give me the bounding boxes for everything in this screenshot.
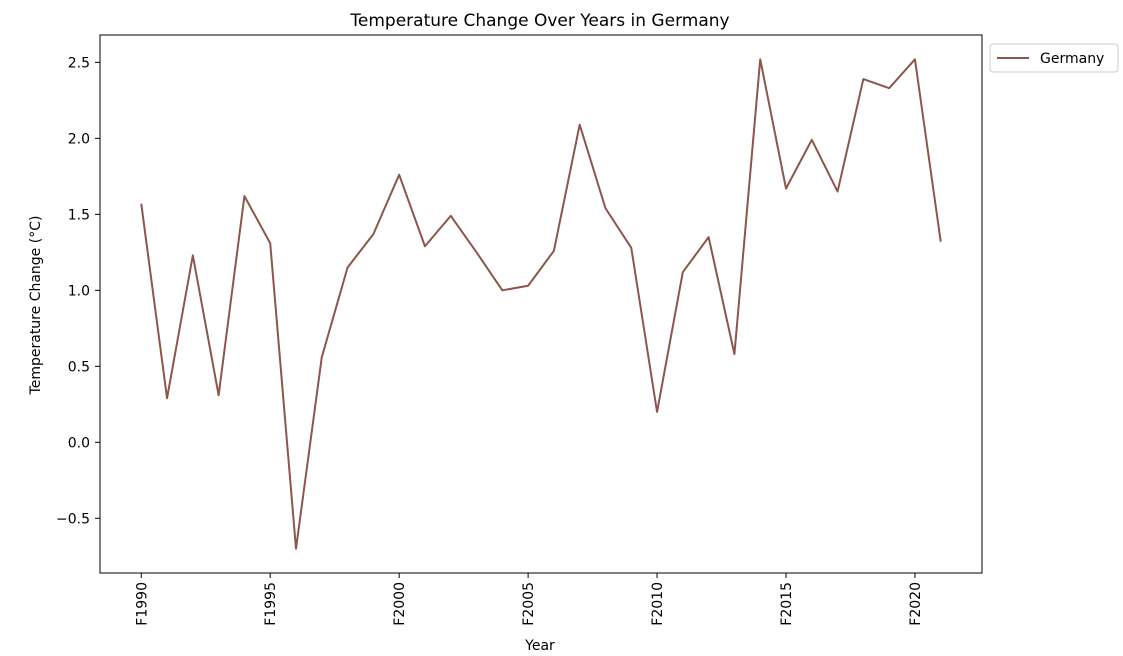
data-point — [192, 254, 194, 256]
chart-title: Temperature Change Over Years in Germany — [349, 11, 729, 31]
data-point — [398, 174, 400, 176]
data-point — [888, 87, 890, 89]
data-point — [940, 241, 942, 243]
plot-area — [99, 34, 983, 574]
series-line-germany — [140, 58, 942, 550]
data-point — [914, 58, 916, 60]
data-point — [243, 195, 245, 197]
data-point — [269, 242, 271, 244]
legend-label-germany: Germany — [1040, 51, 1104, 67]
data-point — [604, 207, 606, 209]
data-point — [527, 285, 529, 287]
x-tick-label: F2010 — [650, 582, 666, 626]
data-point — [424, 245, 426, 247]
data-point — [733, 353, 735, 355]
y-axis-ticks: −0.5 0.0 0.5 1.0 1.5 2.0 2.5 — [56, 55, 100, 527]
x-tick-label: F1995 — [263, 582, 279, 626]
x-axis-ticks: F1990 F1995 F2000 F2005 F2010 F2015 F2020 — [134, 573, 924, 626]
x-tick-label: F2000 — [392, 582, 408, 626]
data-point — [295, 548, 297, 550]
data-point — [321, 356, 323, 358]
y-axis-label: Temperature Change (°C) — [28, 216, 44, 396]
y-tick-label: 2.0 — [68, 131, 90, 147]
legend: Germany — [989, 43, 1119, 73]
data-point — [862, 78, 864, 80]
data-point — [785, 187, 787, 189]
data-point — [759, 58, 761, 60]
data-point — [501, 289, 503, 291]
data-point — [837, 191, 839, 193]
x-tick-label: F2005 — [521, 582, 537, 626]
data-point — [811, 139, 813, 141]
x-tick-label: F2015 — [779, 582, 795, 626]
y-tick-label: 0.5 — [68, 359, 90, 375]
axes-frame — [99, 34, 983, 574]
legend-box — [989, 43, 1119, 73]
y-tick-label: 0.0 — [68, 435, 90, 451]
data-point — [553, 250, 555, 252]
data-point — [656, 411, 658, 413]
data-point — [476, 251, 478, 253]
data-point — [218, 394, 220, 396]
data-point — [682, 271, 684, 273]
data-point — [450, 215, 452, 217]
y-tick-label: 1.0 — [68, 283, 90, 299]
data-point — [166, 397, 168, 399]
y-tick-label: −0.5 — [56, 511, 90, 527]
data-point — [708, 236, 710, 238]
x-axis-label: Year — [524, 638, 555, 652]
x-tick-label: F1990 — [134, 582, 150, 626]
x-tick-label: F2020 — [908, 582, 924, 626]
data-point — [579, 124, 581, 126]
data-point — [630, 247, 632, 249]
y-tick-label: 2.5 — [68, 55, 90, 71]
data-point — [140, 203, 142, 205]
data-point — [372, 233, 374, 235]
data-point — [347, 267, 349, 269]
y-tick-label: 1.5 — [68, 207, 90, 223]
